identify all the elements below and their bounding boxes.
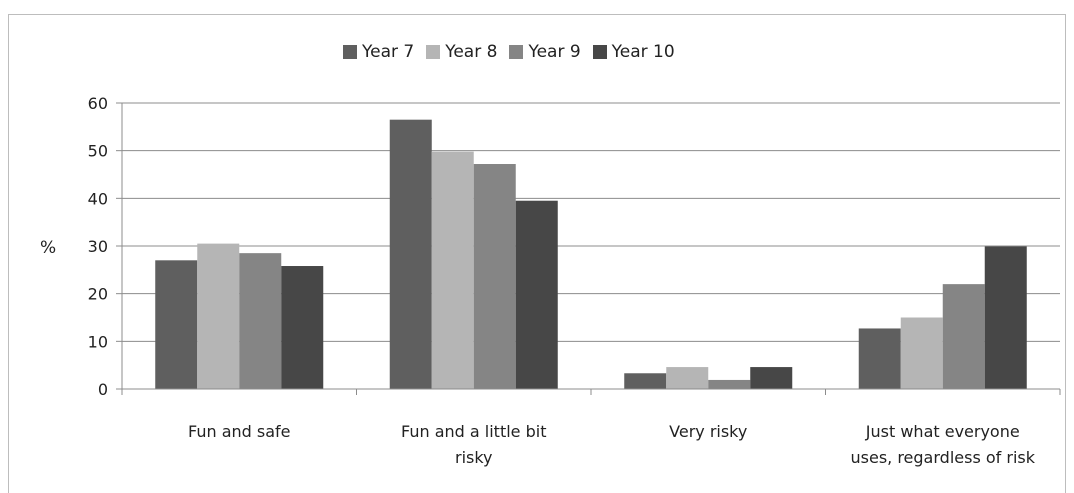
y-tick-label: 50 bbox=[88, 142, 108, 161]
legend-item-year-8: Year 8 bbox=[426, 42, 497, 62]
category-label: Just what everyone bbox=[865, 422, 1020, 441]
legend-item-year-10: Year 10 bbox=[592, 42, 675, 62]
y-tick-label: 40 bbox=[88, 189, 108, 208]
legend-swatch-year-10 bbox=[592, 45, 607, 59]
bar-year-10 bbox=[984, 246, 1027, 389]
bar-year-10 bbox=[515, 200, 558, 389]
y-tick-label: 60 bbox=[88, 94, 108, 113]
bar-year-9 bbox=[942, 284, 985, 389]
y-tick-label: 10 bbox=[88, 332, 108, 351]
bar-year-7 bbox=[389, 119, 432, 389]
legend-label-year-10: Year 10 bbox=[611, 42, 675, 62]
bar-year-7 bbox=[624, 373, 667, 389]
y-axis-title: % bbox=[40, 238, 57, 258]
bar-year-9 bbox=[473, 164, 516, 389]
legend-label-year-7: Year 7 bbox=[362, 42, 415, 62]
legend-label-year-9: Year 9 bbox=[528, 42, 581, 62]
legend: Year 7 Year 8 Year 9 Year 10 bbox=[343, 42, 687, 62]
legend-item-year-9: Year 9 bbox=[509, 42, 581, 62]
bar-year-8 bbox=[666, 367, 709, 389]
chart-frame bbox=[8, 14, 1066, 493]
bar-year-7 bbox=[858, 328, 901, 389]
bar-year-7 bbox=[155, 260, 198, 389]
legend-swatch-year-7 bbox=[343, 45, 357, 59]
legend-swatch-year-8 bbox=[426, 45, 441, 59]
bar-year-8 bbox=[431, 151, 474, 389]
category-label: Fun and a little bit bbox=[401, 422, 546, 441]
legend-item-year-7: Year 7 bbox=[343, 42, 414, 62]
bar-year-10 bbox=[750, 367, 793, 389]
bar-year-8 bbox=[197, 243, 240, 389]
y-tick-label: 30 bbox=[88, 237, 108, 256]
legend-label-year-8: Year 8 bbox=[445, 42, 498, 62]
category-label: uses, regardless of risk bbox=[851, 448, 1036, 467]
y-tick-label: 0 bbox=[98, 380, 108, 399]
bar-year-9 bbox=[708, 379, 751, 389]
category-label: Fun and safe bbox=[188, 422, 291, 441]
bar-year-9 bbox=[239, 253, 282, 389]
bar-year-10 bbox=[281, 266, 324, 389]
legend-swatch-year-9 bbox=[509, 45, 524, 59]
category-label: Very risky bbox=[669, 422, 747, 441]
bar-year-8 bbox=[900, 317, 943, 389]
y-tick-label: 20 bbox=[88, 285, 108, 304]
category-label: risky bbox=[455, 448, 493, 467]
